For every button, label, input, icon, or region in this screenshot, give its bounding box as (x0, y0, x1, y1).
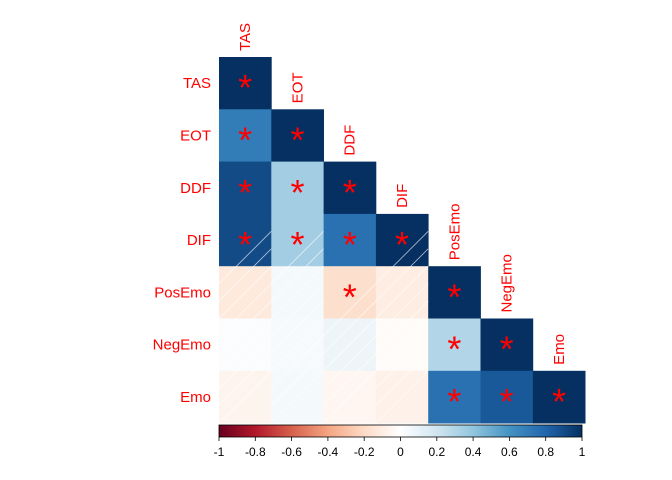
hatch-line (375, 300, 429, 354)
significance-star: * (343, 276, 357, 317)
row-labels: TAS EOT DDF DIF PosEmo NegEmo Emo (153, 75, 211, 406)
column-labels: TAS EOT DDF DIF PosEmo NegEmo Emo (237, 23, 568, 365)
hatch-line (271, 283, 324, 337)
hatch-line (218, 318, 272, 372)
colorbar-tick-label: -0.8 (245, 445, 266, 459)
row-label: EOT (180, 127, 211, 144)
hatch-line (271, 265, 324, 319)
significance-star: * (238, 172, 252, 213)
colorbar-tick-label: -1 (214, 445, 225, 459)
heatmap-cell (428, 318, 481, 372)
hatch-line (375, 231, 429, 284)
significance-star: * (395, 224, 409, 265)
significance-star: * (343, 172, 357, 213)
significance-star: * (238, 224, 252, 265)
heatmap-cell (428, 370, 481, 424)
significance-star: * (500, 329, 514, 370)
heatmap-cells (218, 57, 586, 424)
significance-star: * (447, 329, 461, 370)
hatch-line (375, 353, 429, 406)
colorbar-tick-label: -0.4 (318, 445, 339, 459)
heatmap-cell (480, 370, 534, 424)
hatch-line (271, 300, 324, 354)
column-label: TAS (237, 23, 254, 51)
hatch-line (218, 300, 272, 354)
hatch-line (271, 318, 324, 372)
hatch-line (323, 335, 377, 389)
colorbar-tick-label: -0.2 (354, 445, 375, 459)
heatmap-cell (532, 370, 586, 424)
hatch-line (271, 335, 324, 389)
hatch-line (375, 283, 429, 337)
heatmap-cell (219, 109, 272, 162)
colorbar-tick-label: 0.2 (428, 445, 445, 459)
row-label: DIF (187, 232, 211, 249)
significance-star: * (447, 276, 461, 317)
heatmap-cell (219, 57, 272, 110)
hatch-line (271, 353, 324, 406)
hatch-line (375, 265, 429, 319)
colorbar-tick-label: 0 (397, 445, 404, 459)
column-label: PosEmo (446, 203, 463, 260)
row-label: Emo (180, 389, 211, 406)
colorbar-tick-label: 0.8 (537, 445, 554, 459)
colorbar (218, 424, 583, 438)
heatmap-cell (271, 161, 324, 215)
color-legend: -1 -0.8 -0.6 -0.4 -0.2 0 0.2 0.4 0.6 0.8 1 (214, 424, 586, 459)
column-label: EOT (289, 72, 306, 103)
hatch-line (218, 265, 272, 319)
row-label: PosEmo (154, 284, 211, 301)
heatmap-cell (219, 161, 272, 215)
hatch-line (271, 248, 324, 302)
colorbar-tick-label: 1 (579, 445, 586, 459)
hatch-line (218, 370, 272, 424)
significance-star: * (290, 224, 304, 265)
hatch-line (218, 283, 272, 337)
heatmap-cell (480, 318, 534, 372)
heatmap-cell (428, 266, 481, 319)
hatch-line (271, 370, 324, 424)
colorbar-tick-label: 0.4 (465, 445, 482, 459)
row-label: DDF (180, 180, 211, 197)
hatch-line (218, 231, 272, 284)
significance-star: * (238, 119, 252, 160)
row-label: NegEmo (153, 337, 211, 354)
row-label: TAS (183, 75, 211, 92)
significance-star: * (500, 381, 514, 422)
hatch-line (218, 353, 272, 406)
heatmap-cell (271, 109, 324, 162)
hatch-line (323, 318, 377, 372)
hatch-line (218, 335, 272, 389)
significance-star: * (552, 381, 566, 422)
hatch-line (375, 318, 429, 372)
column-label: NegEmo (499, 254, 516, 312)
hatch-line (271, 231, 324, 284)
colorbar-tick-label: 0.6 (501, 445, 518, 459)
heatmap-cell (323, 161, 377, 215)
significance-star: * (447, 381, 461, 422)
hatch-line (375, 370, 429, 424)
hatch-line (323, 283, 377, 337)
column-label: Emo (551, 334, 568, 365)
significance-star: * (238, 67, 252, 108)
significance-star: * (290, 172, 304, 213)
column-label: DIF (394, 184, 411, 208)
significance-star: * (343, 224, 357, 265)
hatch-line (218, 248, 272, 302)
colorbar-tick-label: -0.6 (281, 445, 302, 459)
column-label: DDF (342, 125, 359, 156)
hatch-line (323, 300, 377, 354)
hatch-line (323, 353, 377, 406)
hatch-line (375, 248, 429, 302)
significance-markers: * * * * * * * * * * * * * * * * * (238, 67, 566, 422)
hatch-line (375, 335, 429, 389)
hatch-line (323, 370, 377, 424)
heatmap-cell (323, 213, 377, 267)
significance-star: * (290, 119, 304, 160)
